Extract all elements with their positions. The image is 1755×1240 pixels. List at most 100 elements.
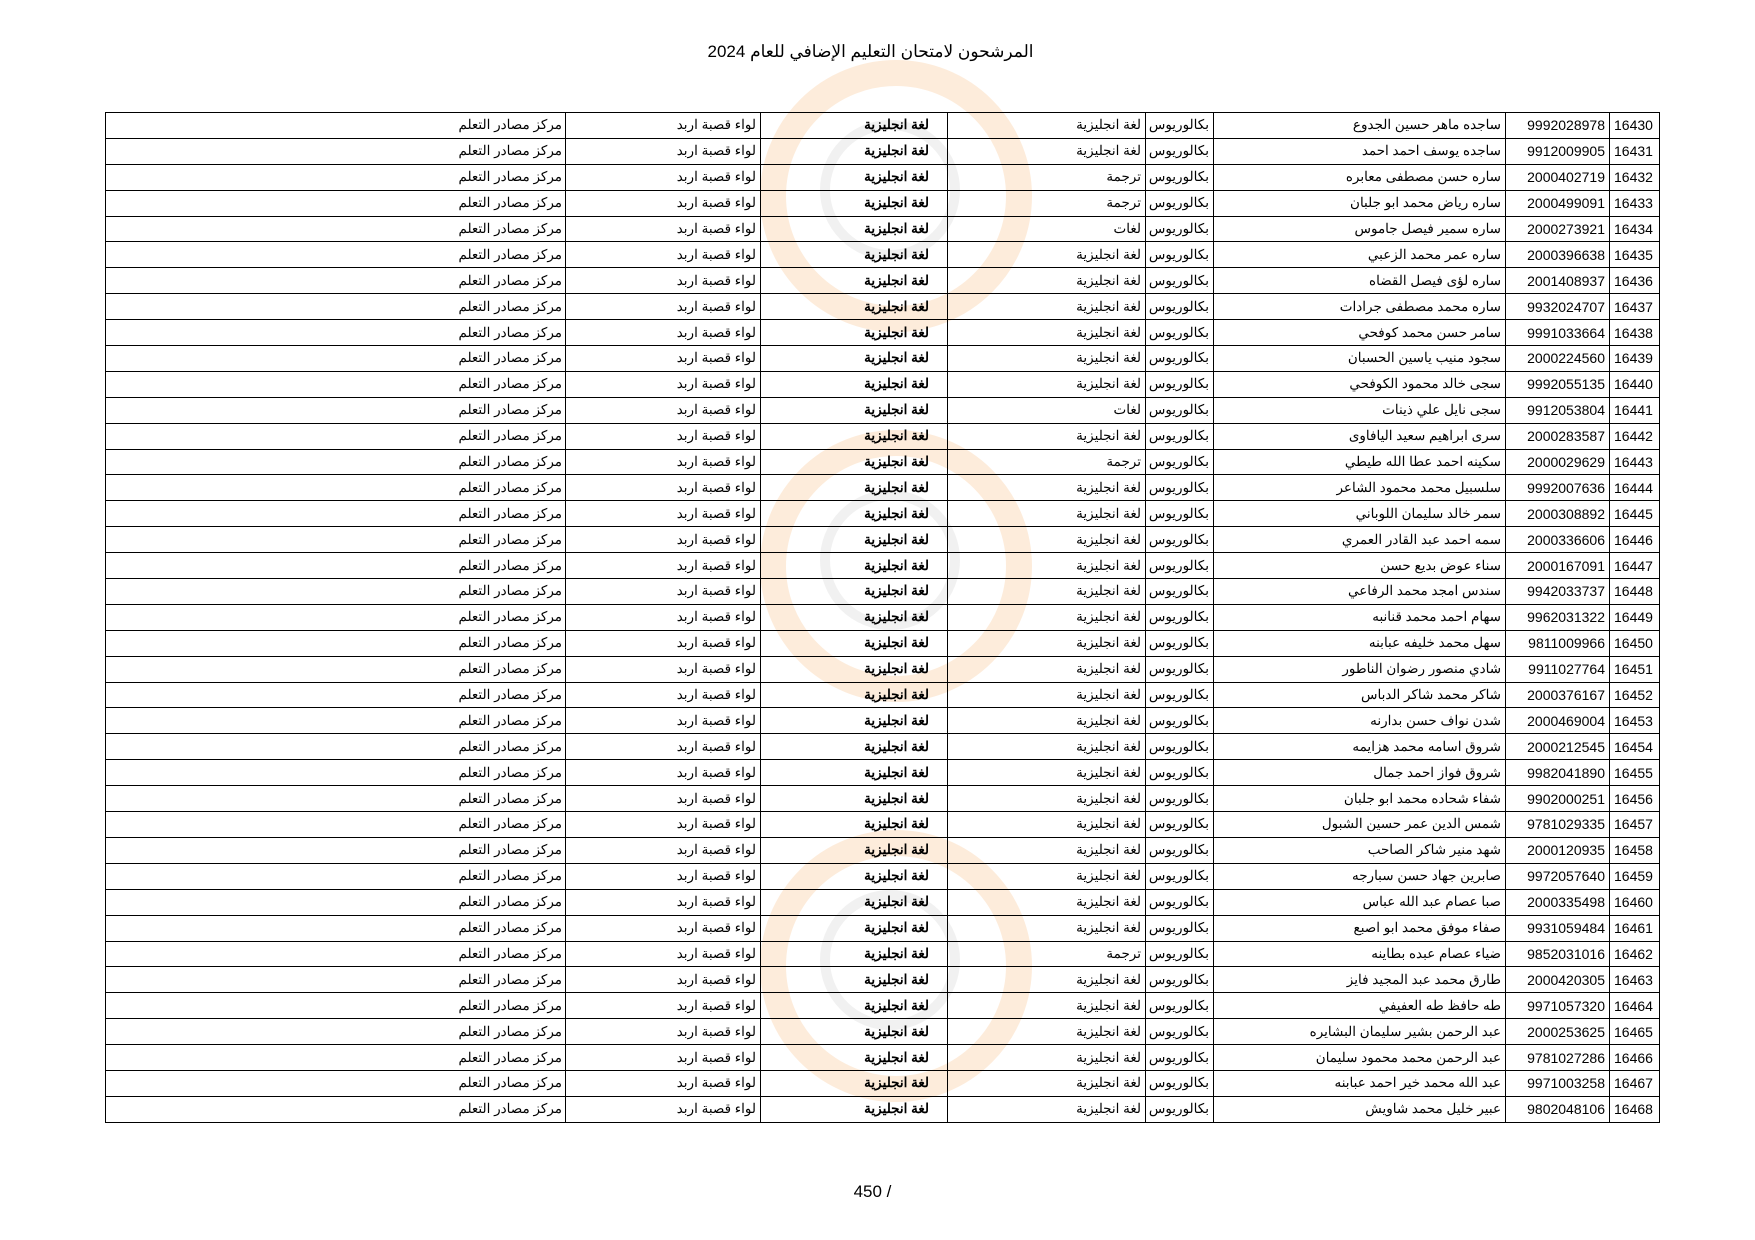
district-cell: لواء قصبة اربد: [565, 1095, 761, 1123]
candidate-name-cell: ساره لؤى فيصل القضاه: [1213, 267, 1506, 295]
exam-center-cell: مركز مصادر التعلم: [105, 940, 566, 968]
district-cell: لواء قصبة اربد: [565, 370, 761, 398]
district-cell: لواء قصبة اربد: [565, 345, 761, 372]
district-cell: لواء قصبة اربد: [565, 163, 761, 191]
degree-cell: بكالوريوس: [1145, 992, 1214, 1020]
district-cell: لواء قصبة اربد: [565, 733, 761, 761]
row-number-cell: 16454: [1609, 733, 1660, 761]
specialization-cell: لغة انجليزية: [760, 526, 948, 554]
degree-cell: بكالوريوس: [1145, 241, 1214, 269]
specialization-cell: لغة انجليزية: [760, 396, 948, 424]
row-number-cell: 16462: [1609, 940, 1660, 968]
district-cell: لواء قصبة اربد: [565, 215, 761, 243]
national-id-cell: 2000402719: [1505, 163, 1610, 191]
district-cell: لواء قصبة اربد: [565, 1018, 761, 1046]
major-cell: لغة انجليزية: [947, 112, 1146, 139]
specialization-cell: لغة انجليزية: [760, 603, 948, 631]
table-row: 16456 9902000251 شفاء شحاده محمد ابو جلبان…: [105, 785, 1660, 813]
table-row: 16458 2000120935 شهد منير شاكر الصاحب بكالو…: [105, 836, 1660, 864]
major-cell: لغة انجليزية: [947, 1044, 1146, 1071]
degree-cell: بكالوريوس: [1145, 578, 1214, 605]
national-id-cell: 9942033737: [1505, 578, 1610, 605]
row-number-cell: 16441: [1609, 396, 1660, 424]
candidate-name-cell: صابرين جهاد حسن سبارجه: [1213, 862, 1506, 890]
major-cell: لغة انجليزية: [947, 966, 1146, 994]
district-cell: لواء قصبة اربد: [565, 655, 761, 683]
page-number: 450 /: [0, 1182, 1755, 1202]
table-row: 16466 9781027286 عبد الرحمن محمد محمود سلي…: [105, 1044, 1660, 1071]
candidate-name-cell: ساره سمير فيصل جاموس: [1213, 215, 1506, 243]
district-cell: لواء قصبة اربد: [565, 888, 761, 916]
degree-cell: بكالوريوس: [1145, 966, 1214, 994]
exam-center-cell: مركز مصادر التعلم: [105, 500, 566, 528]
candidate-name-cell: عبد الله محمد خير احمد عبابنه: [1213, 1069, 1506, 1097]
row-number-cell: 16446: [1609, 526, 1660, 554]
candidate-name-cell: سكينه احمد عطا الله طيطي: [1213, 448, 1506, 476]
specialization-cell: لغة انجليزية: [760, 862, 948, 890]
specialization-cell: لغة انجليزية: [760, 1069, 948, 1097]
row-number-cell: 16438: [1609, 319, 1660, 347]
national-id-cell: 9781029335: [1505, 811, 1610, 838]
national-id-cell: 9802048106: [1505, 1095, 1610, 1123]
degree-cell: بكالوريوس: [1145, 422, 1214, 450]
row-number-cell: 16430: [1609, 112, 1660, 139]
exam-center-cell: مركز مصادر التعلم: [105, 707, 566, 735]
specialization-cell: لغة انجليزية: [760, 112, 948, 139]
district-cell: لواء قصبة اربد: [565, 940, 761, 968]
degree-cell: بكالوريوس: [1145, 603, 1214, 631]
district-cell: لواء قصبة اربد: [565, 992, 761, 1020]
candidate-name-cell: عبير خليل محمد شاويش: [1213, 1095, 1506, 1123]
district-cell: لواء قصبة اربد: [565, 759, 761, 787]
exam-center-cell: مركز مصادر التعلم: [105, 811, 566, 838]
table-row: 16463 2000420305 طارق محمد عبد المجيد فايز…: [105, 966, 1660, 994]
row-number-cell: 16461: [1609, 914, 1660, 942]
exam-center-cell: مركز مصادر التعلم: [105, 267, 566, 295]
degree-cell: بكالوريوس: [1145, 733, 1214, 761]
candidates-table: 16430 9992028978 ساجده ماهر حسين الجدوع بكا…: [105, 112, 1660, 1123]
table-row: 16438 9991033664 سامر حسن محمد كوفحي بكالور…: [105, 319, 1660, 347]
national-id-cell: 9992028978: [1505, 112, 1610, 139]
degree-cell: بكالوريوس: [1145, 836, 1214, 864]
exam-center-cell: مركز مصادر التعلم: [105, 992, 566, 1020]
specialization-cell: لغة انجليزية: [760, 448, 948, 476]
district-cell: لواء قصبة اربد: [565, 267, 761, 295]
row-number-cell: 16464: [1609, 992, 1660, 1020]
exam-center-cell: مركز مصادر التعلم: [105, 733, 566, 761]
candidate-name-cell: ساره عمر محمد الزعبي: [1213, 241, 1506, 269]
specialization-cell: لغة انجليزية: [760, 319, 948, 347]
table-row: 16435 2000396638 ساره عمر محمد الزعبي بكالو…: [105, 241, 1660, 269]
candidate-name-cell: سرى ابراهيم سعيد اليافاوى: [1213, 422, 1506, 450]
exam-center-cell: مركز مصادر التعلم: [105, 1044, 566, 1071]
exam-center-cell: مركز مصادر التعلم: [105, 112, 566, 139]
district-cell: لواء قصبة اربد: [565, 707, 761, 735]
specialization-cell: لغة انجليزية: [760, 1044, 948, 1071]
candidate-name-cell: سجى خالد محمود الكوفحي: [1213, 370, 1506, 398]
row-number-cell: 16467: [1609, 1069, 1660, 1097]
candidate-name-cell: عبد الرحمن محمد محمود سليمان: [1213, 1044, 1506, 1071]
specialization-cell: لغة انجليزية: [760, 992, 948, 1020]
national-id-cell: 9991033664: [1505, 319, 1610, 347]
row-number-cell: 16440: [1609, 370, 1660, 398]
exam-center-cell: مركز مصادر التعلم: [105, 836, 566, 864]
district-cell: لواء قصبة اربد: [565, 500, 761, 528]
candidate-name-cell: شدن نواف حسن بدارنه: [1213, 707, 1506, 735]
major-cell: لغة انجليزية: [947, 1069, 1146, 1097]
table-row: 16468 9802048106 عبير خليل محمد شاويش بكالو…: [105, 1095, 1660, 1123]
candidate-name-cell: شفاء شحاده محمد ابو جلبان: [1213, 785, 1506, 813]
national-id-cell: 9972057640: [1505, 862, 1610, 890]
degree-cell: بكالوريوس: [1145, 785, 1214, 813]
major-cell: لغة انجليزية: [947, 992, 1146, 1020]
table-row: 16454 2000212545 شروق اسامه محمد هزايمه بكا…: [105, 733, 1660, 761]
major-cell: لغة انجليزية: [947, 811, 1146, 838]
national-id-cell: 2000253625: [1505, 1018, 1610, 1046]
table-row: 16461 9931059484 صفاء موفق محمد ابو اصبع بك…: [105, 914, 1660, 942]
major-cell: لغة انجليزية: [947, 1018, 1146, 1046]
major-cell: لغات: [947, 396, 1146, 424]
specialization-cell: لغة انجليزية: [760, 1095, 948, 1123]
specialization-cell: لغة انجليزية: [760, 785, 948, 813]
degree-cell: بكالوريوس: [1145, 319, 1214, 347]
table-row: 16452 2000376167 شاكر محمد شاكر الدباس بكال…: [105, 681, 1660, 709]
national-id-cell: 9971003258: [1505, 1069, 1610, 1097]
specialization-cell: لغة انجليزية: [760, 189, 948, 217]
specialization-cell: لغة انجليزية: [760, 655, 948, 683]
